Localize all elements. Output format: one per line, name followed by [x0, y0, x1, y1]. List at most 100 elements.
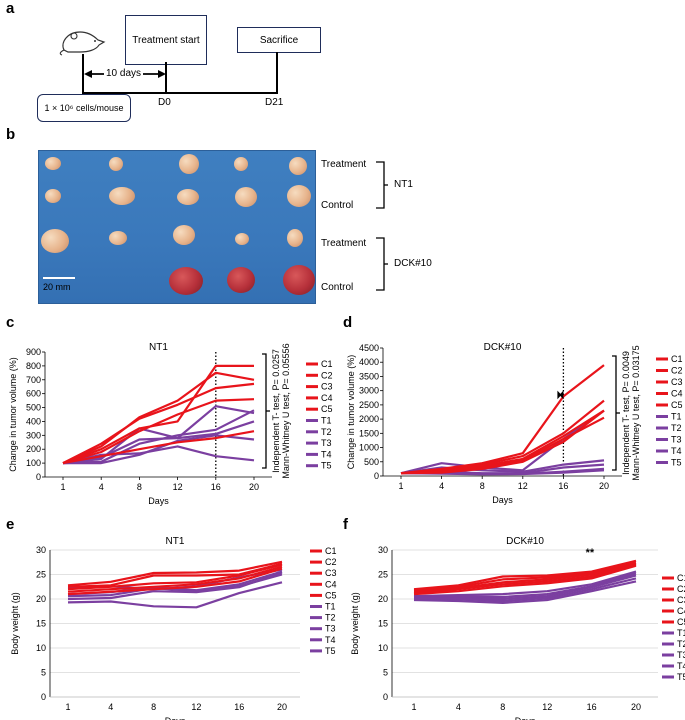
stats-ttest-text: Independent T- test, P= 0.0257 — [271, 349, 281, 473]
x-axis-label: Days — [148, 496, 169, 506]
x-tick-label: 20 — [277, 702, 287, 712]
x-tick-label: 4 — [456, 702, 461, 712]
stats-mannwhitney-text: Mann-Whitney U test, P= 0.05556 — [281, 343, 291, 478]
legend-label-c5: C5 — [671, 400, 683, 410]
body-weight-chart-nt1: NT1 0 5 10 15 20 25 30 1 4 8 12 16 20 Days Body weight … — [10, 536, 337, 720]
series-line-t5 — [413, 580, 637, 605]
y-tick-label: 500 — [26, 403, 41, 413]
y-tick-label: 100 — [26, 458, 41, 468]
legend-label-t3: T3 — [325, 624, 336, 634]
y-axis-label: Change in tumor volume (%) — [8, 357, 18, 472]
chart-title: DCK#10 — [506, 536, 544, 547]
x-tick-label: 4 — [439, 481, 444, 491]
legend-label-t1: T1 — [677, 628, 685, 638]
series-line-c1 — [62, 364, 254, 465]
legend-label-t1: T1 — [325, 602, 336, 612]
x-tick-label: 8 — [500, 702, 505, 712]
y-tick-label: 15 — [378, 619, 388, 629]
tumor — [109, 157, 123, 171]
legend-label-t2: T2 — [321, 427, 332, 437]
x-tick-label: 8 — [137, 482, 142, 492]
x-tick-label: 12 — [542, 702, 552, 712]
y-tick-label: 30 — [36, 545, 46, 555]
scale-bar-label: 20 mm — [43, 282, 71, 292]
panel-label-e: e — [6, 516, 15, 533]
panel-label-b: b — [6, 126, 16, 143]
legend-label-c1: C1 — [325, 546, 337, 556]
series-line-c5 — [413, 564, 637, 596]
group-label-nt1: NT1 — [394, 179, 413, 190]
y-tick-label: 4500 — [359, 343, 379, 353]
legend-label-c5: C5 — [321, 404, 333, 414]
legend-label-t2: T2 — [325, 613, 336, 623]
legend-label-t5: T5 — [321, 461, 332, 471]
scale-bar — [43, 277, 75, 279]
y-tick-label: 0 — [41, 692, 46, 702]
tumor — [227, 267, 255, 293]
cells-box: 1 × 10⁶ cells/mouse — [37, 94, 131, 122]
group-label-dck10: DCK#10 — [394, 258, 432, 269]
tumor — [287, 185, 311, 207]
legend-label-t2: T2 — [671, 423, 682, 433]
tumor-volume-chart-dck10: DCK#10 0 500 1000 1500 2000 2500 3000 3500 4000 45… — [346, 342, 683, 505]
y-tick-label: 25 — [36, 570, 46, 580]
x-tick-label: 20 — [631, 702, 641, 712]
y-tick-label: 0 — [383, 692, 388, 702]
y-tick-label: 300 — [26, 430, 41, 440]
legend-label-t3: T3 — [677, 650, 685, 660]
x-tick-label: 1 — [60, 482, 65, 492]
legend-label-c1: C1 — [671, 354, 683, 364]
legend-label-c4: C4 — [677, 606, 685, 616]
stats-bracket — [612, 355, 617, 471]
tumor — [179, 154, 199, 174]
y-tick-label: 900 — [26, 347, 41, 357]
tumor — [45, 189, 61, 203]
x-tick-label: 4 — [108, 702, 113, 712]
legend-label-t3: T3 — [671, 435, 682, 445]
x-tick-label: 1 — [411, 702, 416, 712]
x-tick-label: 12 — [518, 481, 528, 491]
legend-label-t5: T5 — [671, 458, 682, 468]
y-tick-label: 700 — [26, 375, 41, 385]
x-tick-label: 16 — [234, 702, 244, 712]
legend-label-c1: C1 — [321, 359, 333, 369]
x-tick-label: 4 — [99, 482, 104, 492]
legend-label-c3: C3 — [677, 595, 685, 605]
x-tick-label: 16 — [587, 702, 597, 712]
tumor — [41, 229, 69, 253]
x-tick-label: 1 — [65, 702, 70, 712]
chart-title: DCK#10 — [484, 342, 522, 353]
series-line-c1 — [413, 559, 637, 591]
y-tick-label: 5 — [41, 668, 46, 678]
y-tick-label: 0 — [374, 471, 379, 481]
y-tick-label: 10 — [36, 643, 46, 653]
chart-title: NT1 — [149, 342, 168, 353]
stats-bracket — [262, 353, 267, 469]
row-label-treatment-dck10: Treatment — [321, 238, 367, 249]
x-tick-label: 16 — [558, 481, 568, 491]
legend-label-t4: T4 — [325, 635, 336, 645]
y-tick-label: 200 — [26, 444, 41, 454]
series-line-c5 — [400, 409, 605, 475]
x-tick-label: 16 — [211, 482, 221, 492]
tumor — [283, 265, 315, 295]
y-tick-label: 500 — [364, 457, 379, 467]
panel-label-c: c — [6, 314, 15, 331]
x-tick-label: 8 — [151, 702, 156, 712]
x-tick-label: 8 — [480, 481, 485, 491]
y-tick-label: 400 — [26, 416, 41, 426]
legend-label-c3: C3 — [325, 568, 337, 578]
series-line-t4 — [67, 571, 283, 601]
d21-label: D21 — [265, 97, 284, 108]
legend-label-c1: C1 — [677, 573, 685, 583]
y-tick-label: 0 — [36, 472, 41, 482]
series-line-c4 — [62, 398, 255, 465]
legend-label-c4: C4 — [325, 579, 337, 589]
significance-annotation: ** — [586, 547, 595, 559]
y-tick-label: 2500 — [359, 400, 379, 410]
y-tick-label: 1000 — [359, 443, 379, 453]
tumor — [177, 189, 199, 205]
x-axis-label: Days — [515, 716, 536, 720]
legend-label-t5: T5 — [677, 672, 685, 682]
schematic: Treatment start Sacrifice 10 days D0 D21… — [0, 0, 400, 125]
